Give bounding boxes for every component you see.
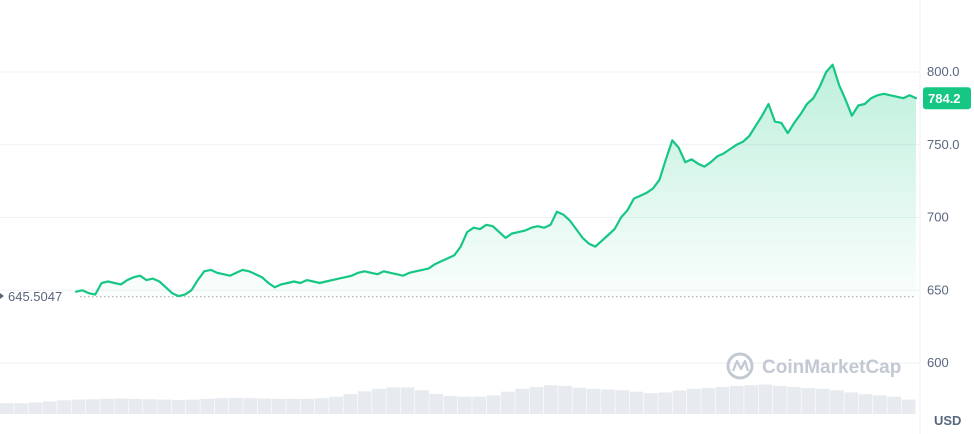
volume-bar: [715, 387, 730, 414]
y-axis-ticks: 600 650 700 750.0 800.0: [927, 64, 960, 370]
volume-bar: [329, 396, 343, 414]
volume-bar: [271, 398, 286, 414]
volume-bar: [71, 399, 86, 414]
watermark-text: CoinMarketCap: [762, 357, 901, 378]
volume-bar: [128, 398, 143, 414]
volume-bar: [314, 398, 329, 414]
volume-bar: [85, 399, 100, 414]
volume-bar: [787, 387, 801, 414]
volume-bar: [687, 388, 701, 414]
volume-bar: [558, 385, 572, 414]
watermark: CoinMarketCap: [726, 352, 901, 380]
volume-bar: [744, 385, 758, 414]
volume-bar: [500, 391, 515, 414]
volume-bar: [28, 402, 43, 414]
volume-bar: [901, 399, 916, 414]
volume-bar: [529, 387, 544, 414]
current-price-label: 784.2: [928, 91, 961, 106]
current-price-badge: 784.2: [923, 87, 971, 110]
volume-bar: [515, 388, 529, 414]
volume-bar: [386, 387, 401, 414]
volume-bars: [0, 384, 916, 414]
volume-bar: [400, 387, 415, 414]
volume-bar: [887, 396, 902, 414]
price-line: [74, 63, 918, 298]
volume-bar: [42, 401, 57, 414]
y-tick-label: 650: [927, 282, 949, 297]
volume-bar: [572, 387, 587, 414]
current-price-badge-bg: [923, 87, 971, 110]
volume-bar: [601, 389, 615, 414]
volume-bar: [372, 388, 386, 414]
volume-bar: [186, 399, 200, 414]
volume-bar: [858, 394, 873, 414]
volume-bar: [171, 399, 186, 414]
volume-bar: [286, 398, 300, 414]
volume-bar: [14, 403, 29, 414]
volume-bar: [815, 388, 830, 414]
volume-bar: [0, 403, 14, 414]
low-price-marker: 645.5047: [0, 289, 62, 304]
volume-bar: [801, 388, 816, 414]
volume-bar: [729, 385, 744, 414]
y-tick-label: 600: [927, 355, 949, 370]
volume-bar: [243, 398, 258, 414]
volume-bar: [114, 398, 129, 414]
volume-bar: [157, 399, 172, 414]
volume-bar: [214, 398, 229, 414]
volume-bar: [586, 388, 601, 414]
volume-bar: [443, 396, 458, 414]
volume-bar: [830, 390, 844, 414]
volume-bar: [472, 396, 487, 414]
volume-bar: [300, 398, 315, 414]
volume-bar: [486, 395, 501, 414]
y-tick-label: 800.0: [927, 64, 960, 79]
volume-bar: [772, 385, 787, 414]
volume-bar: [458, 396, 472, 414]
volume-bar: [844, 392, 859, 414]
coinmarketcap-logo-icon: [726, 352, 754, 380]
y-tick-label: 750.0: [927, 137, 960, 152]
volume-bar: [343, 394, 358, 414]
volume-bar: [658, 392, 673, 414]
volume-bar: [873, 395, 887, 414]
volume-bar: [644, 393, 658, 414]
volume-bar: [672, 390, 687, 414]
volume-bar: [229, 397, 243, 414]
low-price-label: 645.5047: [8, 289, 62, 304]
volume-bar: [701, 388, 716, 414]
volume-bar: [429, 393, 444, 414]
currency-unit-label: USD: [934, 413, 961, 428]
low-marker-arrow-icon: [0, 293, 4, 299]
volume-bar: [100, 398, 114, 414]
volume-bar: [357, 391, 372, 414]
volume-bar: [57, 400, 71, 414]
price-area: [76, 64, 916, 297]
volume-bar: [629, 391, 644, 414]
volume-bar: [543, 385, 558, 414]
volume-bar: [257, 398, 272, 414]
y-tick-label: 700: [927, 210, 949, 225]
volume-bar: [758, 384, 773, 414]
volume-bar: [615, 390, 630, 414]
volume-bar: [415, 390, 429, 414]
volume-bar: [200, 398, 215, 414]
volume-bar: [143, 399, 157, 414]
